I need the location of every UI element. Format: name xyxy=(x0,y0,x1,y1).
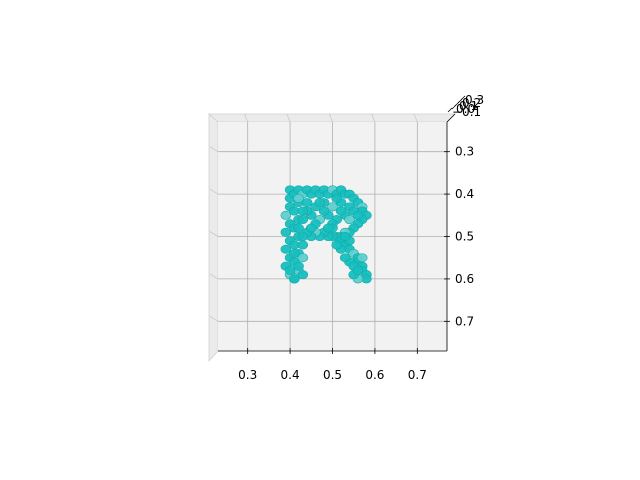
x-tick-label: 0.5 xyxy=(323,368,342,382)
z-tick-label: 0.2 xyxy=(462,96,481,110)
scatter-point xyxy=(331,193,343,203)
scatter-point xyxy=(297,206,309,216)
scatter-point xyxy=(289,274,300,284)
x-tick-label: 0.3 xyxy=(238,368,257,382)
scatter-point xyxy=(314,198,326,208)
y-side-gridline xyxy=(209,273,219,280)
scatter-point xyxy=(280,227,292,237)
y-side-gridline xyxy=(209,315,219,322)
z-tick xyxy=(460,95,466,101)
scatter-point xyxy=(280,210,292,220)
y-side-gridline xyxy=(209,146,219,153)
side-gridlines xyxy=(209,113,418,322)
scatter-point xyxy=(322,223,334,233)
scatter-point xyxy=(293,223,304,233)
gridlines xyxy=(218,122,447,351)
x-tick-label: 0.6 xyxy=(365,368,384,382)
z-tick xyxy=(447,107,453,113)
x-tick-label: 0.7 xyxy=(408,368,427,382)
scatter-point xyxy=(297,215,309,225)
scatter-point xyxy=(289,248,300,258)
x-tick-label: 0.4 xyxy=(281,368,300,382)
scatter-points xyxy=(280,185,372,284)
x-side-gridline xyxy=(413,113,418,123)
y-tick-label: 0.3 xyxy=(455,145,474,159)
z-tick-label: 0.3 xyxy=(465,93,484,107)
scatter-point xyxy=(331,240,343,250)
y-tick-label: 0.7 xyxy=(455,314,474,328)
z-axis: −0.10.00.10.20.3 xyxy=(446,93,484,123)
scatter-point xyxy=(318,206,330,216)
y-side-gridline xyxy=(209,188,219,195)
scatter-point xyxy=(293,261,304,271)
y-axis: 0.3 0.4 0.5 0.6 0.7 xyxy=(444,122,474,351)
scatter-point xyxy=(339,253,351,263)
scatter-point xyxy=(352,265,364,275)
scatter-point xyxy=(352,210,364,220)
x-side-gridline xyxy=(286,113,291,123)
scatter-point xyxy=(305,223,317,233)
z-tick-label: 0.0 xyxy=(456,102,475,116)
scatter-point xyxy=(335,206,347,216)
scatter-point xyxy=(280,244,292,254)
scatter-point xyxy=(344,215,355,225)
y-tick-label: 0.5 xyxy=(455,230,474,244)
scatter-point xyxy=(356,253,368,263)
scatter-point xyxy=(293,193,304,203)
x-side-gridline xyxy=(371,113,376,123)
z-tick-label: −0.1 xyxy=(452,105,481,119)
scatter-point xyxy=(284,265,296,275)
z-tick-label: 0.1 xyxy=(459,99,478,113)
x-side-gridline xyxy=(244,113,249,123)
y-side-gridline xyxy=(209,231,219,237)
y-tick-label: 0.6 xyxy=(455,272,474,286)
scatter-point xyxy=(297,253,309,263)
x-side-gridline xyxy=(329,113,333,123)
scatter-point xyxy=(339,232,351,242)
scatter-point xyxy=(297,240,309,250)
y-tick-label: 0.4 xyxy=(455,187,474,201)
scatter-point xyxy=(297,232,309,242)
x-axis: 0.3 0.4 0.5 0.6 0.7 xyxy=(218,348,447,382)
scatter-point xyxy=(297,270,309,280)
scatter-point xyxy=(327,202,338,212)
